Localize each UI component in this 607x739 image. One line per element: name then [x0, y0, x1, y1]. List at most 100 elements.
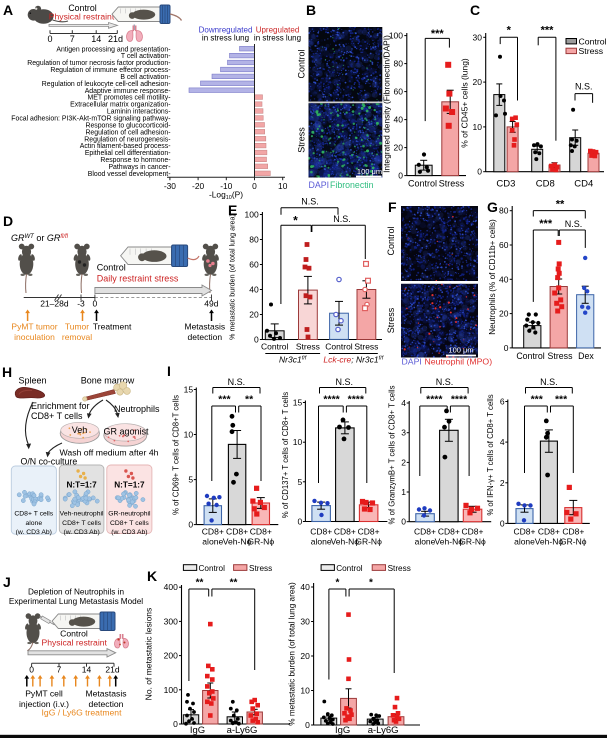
- svg-text:CD3: CD3: [496, 179, 515, 190]
- svg-text:Response to glucocorticoid-: Response to glucocorticoid-: [85, 122, 170, 129]
- svg-text:Regulation of tumor necrosis f: Regulation of tumor necrosis factor prod…: [27, 60, 170, 67]
- svg-text:(w. CD3 Ab): (w. CD3 Ab): [111, 529, 147, 536]
- svg-text:0: 0: [500, 518, 505, 528]
- svg-text:CD8+: CD8+: [310, 527, 332, 537]
- svg-text:Metastasis: Metastasis: [85, 689, 126, 699]
- svg-text:10: 10: [473, 122, 483, 132]
- svg-text:injection (i.v.): injection (i.v.): [19, 699, 69, 709]
- svg-text:Stress: Stress: [388, 564, 411, 573]
- svg-text:***: ***: [218, 394, 231, 406]
- svg-text:PyMT cell: PyMT cell: [25, 689, 63, 699]
- svg-text:3: 3: [401, 428, 406, 438]
- svg-text:CD8+ T cells: CD8+ T cells: [31, 411, 83, 421]
- svg-text:*: *: [507, 25, 512, 37]
- svg-text:49d: 49d: [204, 299, 218, 309]
- svg-text:Experimental Lung Metastasis M: Experimental Lung Metastasis Model: [9, 597, 143, 606]
- svg-text:N.S.: N.S.: [228, 377, 246, 387]
- svg-text:% of GranzymB+ T cells of CD8+: % of GranzymB+ T cells of CD8+ T cells: [388, 385, 397, 524]
- svg-text:*: *: [293, 214, 298, 228]
- svg-text:Dex: Dex: [578, 351, 594, 361]
- svg-text:alone: alone: [311, 537, 332, 547]
- svg-text:Control: Control: [579, 37, 607, 47]
- svg-text:No. of metastatic lesions: No. of metastatic lesions: [144, 608, 154, 701]
- svg-text:Adaptive immune response-: Adaptive immune response-: [85, 88, 171, 95]
- svg-text:Pathways in cancer-: Pathways in cancer-: [108, 164, 170, 171]
- svg-text:alone: alone: [25, 520, 42, 527]
- svg-text:GR agonist: GR agonist: [103, 427, 149, 437]
- svg-text:Fibronectin: Fibronectin: [330, 180, 374, 190]
- svg-text:Stress: Stress: [296, 127, 306, 153]
- svg-text:30: 30: [473, 32, 483, 42]
- svg-text:15: 15: [293, 398, 303, 408]
- svg-text:IgG: IgG: [190, 725, 205, 736]
- svg-text:Neutrophils (% of CD11b+ cells: Neutrophils (% of CD11b+ cells): [488, 219, 497, 335]
- svg-text:Extracellular matrix organizat: Extracellular matrix organization-: [70, 102, 170, 109]
- svg-text:CD8+: CD8+: [358, 527, 380, 537]
- svg-text:80: 80: [249, 235, 259, 245]
- svg-text:0: 0: [504, 343, 509, 353]
- svg-text:0: 0: [254, 335, 259, 345]
- svg-text:Regulation of immune effector: Regulation of immune effector process-: [50, 67, 170, 74]
- svg-text:Neutrophil (MPO): Neutrophil (MPO): [425, 357, 493, 367]
- svg-text:Stress: Stress: [548, 351, 574, 361]
- svg-text:4: 4: [500, 437, 505, 447]
- svg-text:300: 300: [164, 616, 178, 626]
- svg-text:Focal adhesion: PI3K-Akt-mTOR: Focal adhesion: PI3K-Akt-mTOR signaling …: [11, 116, 170, 123]
- svg-text:CD8+: CD8+: [334, 527, 356, 537]
- svg-text:***: ***: [431, 28, 445, 40]
- svg-text:F: F: [388, 199, 397, 215]
- svg-text:GR-Nϕ: GR-Nϕ: [355, 537, 382, 547]
- svg-text:Actin filament-based process-: Actin filament-based process-: [80, 143, 171, 150]
- svg-text:CD8+ T cells: CD8+ T cells: [110, 520, 149, 527]
- svg-text:CD8+: CD8+: [414, 527, 436, 537]
- svg-text:0: 0: [305, 720, 310, 730]
- svg-text:15: 15: [184, 385, 194, 395]
- svg-text:20: 20: [473, 77, 483, 87]
- svg-text:alone: alone: [514, 537, 535, 547]
- svg-text:Regulation of neurogenesis-: Regulation of neurogenesis-: [84, 136, 170, 143]
- svg-text:B: B: [306, 2, 316, 18]
- svg-text:****: ****: [426, 394, 443, 406]
- svg-text:N.S.: N.S.: [333, 214, 351, 224]
- svg-text:0: 0: [188, 520, 193, 530]
- svg-text:Control: Control: [261, 342, 289, 352]
- svg-text:Control: Control: [97, 263, 126, 273]
- svg-text:D: D: [3, 213, 13, 229]
- svg-text:Upregulated: Upregulated: [256, 26, 300, 35]
- svg-text:CD8+ T cells: CD8+ T cells: [62, 520, 101, 527]
- svg-text:*: *: [369, 578, 373, 589]
- svg-text:1: 1: [401, 487, 406, 497]
- svg-text:A: A: [3, 2, 13, 18]
- svg-text:Veh-Nϕ: Veh-Nϕ: [223, 537, 252, 547]
- svg-text:N:T=1:7: N:T=1:7: [114, 481, 145, 490]
- svg-text:Physical restraint: Physical restraint: [41, 637, 107, 647]
- svg-text:21–28d: 21–28d: [40, 299, 69, 309]
- svg-text:***: ***: [539, 218, 553, 230]
- svg-text:Blood vessel development-: Blood vessel development-: [88, 171, 171, 178]
- svg-text:Epithelial cell differentiatio: Epithelial cell differentiation-: [85, 150, 171, 157]
- svg-text:in stress lung: in stress lung: [254, 34, 301, 43]
- svg-text:Laminin interactions-: Laminin interactions-: [107, 109, 171, 116]
- svg-text:20: 20: [300, 651, 310, 661]
- svg-text:N.S.: N.S.: [575, 82, 593, 92]
- svg-text:Veh-Nϕ: Veh-Nϕ: [331, 537, 360, 547]
- svg-text:****: ****: [323, 394, 340, 406]
- svg-text:N.S.: N.S.: [540, 377, 558, 387]
- svg-text:Neutrophils: Neutrophils: [114, 404, 160, 414]
- svg-text:DAPI: DAPI: [402, 357, 422, 367]
- svg-text:CD8+: CD8+: [514, 527, 536, 537]
- svg-text:Veh: Veh: [72, 425, 88, 435]
- svg-text:200: 200: [164, 651, 178, 661]
- svg-text:Antigen processing and present: Antigen processing and presentation-: [56, 46, 170, 53]
- svg-text:N.S.: N.S.: [565, 219, 583, 229]
- svg-text:K: K: [147, 568, 157, 584]
- svg-text:Spleen: Spleen: [18, 376, 46, 386]
- svg-text:2: 2: [500, 478, 505, 488]
- svg-text:6: 6: [500, 397, 505, 407]
- svg-text:21d: 21d: [108, 34, 123, 44]
- svg-text:***: ***: [531, 394, 544, 406]
- svg-text:**: **: [245, 394, 254, 406]
- svg-text:C: C: [470, 2, 480, 18]
- svg-text:40: 40: [394, 115, 404, 125]
- svg-text:100: 100: [245, 210, 259, 220]
